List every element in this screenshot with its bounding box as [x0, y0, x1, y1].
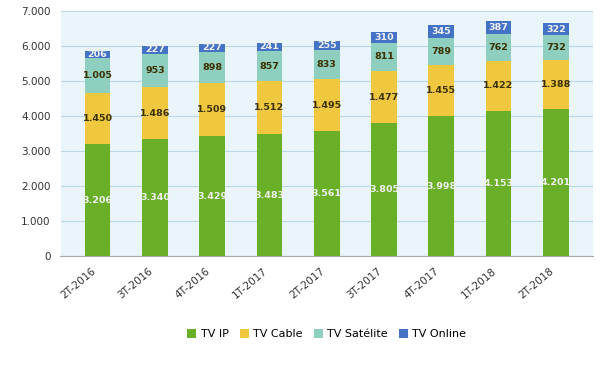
Text: 1.422: 1.422: [483, 81, 514, 90]
Text: 387: 387: [489, 23, 508, 32]
Text: 898: 898: [202, 63, 222, 72]
Text: 227: 227: [145, 45, 165, 54]
Text: 1.486: 1.486: [140, 109, 170, 117]
Text: 4.201: 4.201: [541, 178, 571, 187]
Text: 1.477: 1.477: [369, 93, 399, 101]
Text: 857: 857: [260, 62, 280, 71]
Bar: [428, 65, 454, 116]
Bar: [486, 61, 511, 111]
Bar: [486, 111, 511, 256]
Text: 206: 206: [88, 50, 108, 59]
Text: 732: 732: [546, 43, 566, 52]
Text: 227: 227: [202, 43, 222, 52]
Text: 1.005: 1.005: [83, 71, 113, 80]
Text: 1.455: 1.455: [427, 86, 456, 95]
Legend: TV IP, TV Cable, TV Satélite, TV Online: TV IP, TV Cable, TV Satélite, TV Online: [183, 325, 471, 344]
Bar: [314, 79, 339, 131]
Text: 4.153: 4.153: [483, 179, 514, 188]
Bar: [257, 51, 283, 81]
Bar: [314, 50, 339, 79]
Text: 811: 811: [374, 52, 394, 61]
Bar: [257, 81, 283, 134]
Bar: [543, 23, 569, 35]
Text: 789: 789: [431, 47, 451, 56]
Bar: [199, 44, 225, 52]
Bar: [428, 116, 454, 256]
Bar: [543, 35, 569, 60]
Text: 762: 762: [489, 43, 508, 52]
Bar: [428, 38, 454, 65]
Text: 3.805: 3.805: [369, 185, 399, 194]
Text: 345: 345: [431, 27, 451, 36]
Bar: [543, 109, 569, 256]
Bar: [85, 93, 111, 144]
Text: 3.561: 3.561: [312, 189, 342, 198]
Text: 241: 241: [260, 42, 280, 52]
Bar: [314, 41, 339, 50]
Bar: [371, 32, 397, 43]
Bar: [314, 131, 339, 256]
Text: 3.206: 3.206: [83, 195, 113, 205]
Bar: [199, 136, 225, 256]
Bar: [371, 43, 397, 71]
Text: 1.450: 1.450: [83, 114, 113, 123]
Text: 255: 255: [317, 41, 336, 50]
Bar: [371, 123, 397, 256]
Bar: [543, 60, 569, 109]
Bar: [85, 144, 111, 256]
Bar: [486, 34, 511, 61]
Text: 953: 953: [145, 66, 165, 75]
Text: 1.509: 1.509: [197, 105, 227, 114]
Text: 3.340: 3.340: [140, 193, 170, 202]
Text: 310: 310: [374, 33, 394, 42]
Bar: [199, 83, 225, 136]
Text: 1.388: 1.388: [541, 80, 571, 89]
Text: 1.495: 1.495: [312, 101, 342, 110]
Bar: [199, 52, 225, 83]
Bar: [142, 139, 168, 256]
Text: 833: 833: [317, 60, 336, 69]
Text: 3.483: 3.483: [254, 191, 284, 200]
Bar: [85, 51, 111, 58]
Bar: [142, 87, 168, 139]
Bar: [371, 71, 397, 123]
Bar: [486, 20, 511, 34]
Bar: [257, 43, 283, 51]
Bar: [428, 26, 454, 38]
Bar: [85, 58, 111, 93]
Bar: [257, 134, 283, 256]
Text: 322: 322: [546, 25, 566, 34]
Bar: [142, 54, 168, 87]
Text: 3.429: 3.429: [197, 192, 227, 201]
Bar: [142, 46, 168, 54]
Text: 1.512: 1.512: [254, 103, 284, 112]
Text: 3.998: 3.998: [426, 182, 456, 191]
